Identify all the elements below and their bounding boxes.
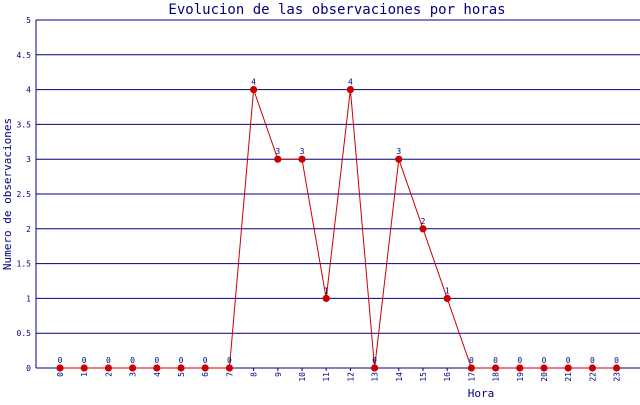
y-tick-label: 1 <box>26 294 31 303</box>
data-label: 0 <box>130 356 135 365</box>
data-label: 3 <box>300 147 305 156</box>
data-point <box>201 364 209 372</box>
data-label: 2 <box>421 217 426 226</box>
x-tick-label: 11 <box>322 372 331 382</box>
y-tick-label: 2 <box>26 225 31 234</box>
data-label: 0 <box>106 356 111 365</box>
x-tick-label: 15 <box>419 372 428 382</box>
data-label: 0 <box>82 356 87 365</box>
x-tick-label: 19 <box>516 372 525 382</box>
x-tick-label: 0 <box>56 372 65 377</box>
x-tick-label: 18 <box>492 372 501 382</box>
x-tick-label: 14 <box>395 372 404 382</box>
data-label: 0 <box>590 356 595 365</box>
y-tick-label: 3.5 <box>17 120 32 129</box>
data-label: 1 <box>324 286 329 295</box>
data-point <box>613 364 621 372</box>
x-tick-label: 3 <box>129 372 138 377</box>
x-tick-label: 21 <box>564 372 573 382</box>
data-point <box>467 364 475 372</box>
series-observaciones: 0 0 0 0 0 0 0 0 4 3 3 1 4 0 3 2 1 0 0 0 0 0 0 0 <box>56 78 621 372</box>
data-point <box>419 225 427 233</box>
y-tick-label: 0.5 <box>17 329 32 338</box>
x-tick-label: 5 <box>177 372 186 377</box>
x-tick-label: 23 <box>613 372 622 382</box>
y-tick-label: 2.5 <box>17 190 32 199</box>
data-point <box>492 364 500 372</box>
data-label: 3 <box>396 147 401 156</box>
data-label: 0 <box>493 356 498 365</box>
series-line <box>60 89 617 369</box>
data-label: 0 <box>517 356 522 365</box>
x-tick-label: 16 <box>443 372 452 382</box>
data-label: 0 <box>227 356 232 365</box>
chart-title: Evolucion de las observaciones por horas <box>168 2 505 18</box>
data-point <box>443 294 451 302</box>
x-tick-label: 8 <box>250 372 259 377</box>
data-point <box>80 364 88 372</box>
data-point <box>177 364 185 372</box>
x-tick-label: 12 <box>346 372 355 382</box>
x-tick-label: 13 <box>371 372 380 382</box>
x-axis-ticks: 0 1 2 3 4 5 6 7 8 9 10 11 12 13 14 15 16 17 18 19 20 21 22 23 <box>56 368 622 382</box>
x-tick-label: 1 <box>80 372 89 377</box>
data-label: 0 <box>154 356 159 365</box>
data-label: 0 <box>542 356 547 365</box>
data-point <box>395 155 403 163</box>
y-axis-label: Numero de observaciones <box>1 118 14 270</box>
data-point <box>346 86 354 94</box>
data-point <box>225 364 233 372</box>
data-label: 0 <box>566 356 571 365</box>
data-label: 0 <box>372 356 377 365</box>
y-tick-label: 0 <box>26 364 31 373</box>
data-point <box>371 364 379 372</box>
data-point <box>322 294 330 302</box>
x-tick-label: 10 <box>298 372 307 382</box>
x-tick-label: 6 <box>201 372 210 377</box>
data-label: 1 <box>445 286 450 295</box>
data-point <box>250 86 258 94</box>
data-label: 0 <box>58 356 63 365</box>
x-tick-label: 4 <box>153 372 162 377</box>
x-tick-label: 20 <box>540 372 549 382</box>
data-label: 3 <box>275 147 280 156</box>
x-tick-label: 22 <box>588 372 597 382</box>
y-tick-label: 4 <box>26 86 31 95</box>
data-point <box>564 364 572 372</box>
x-axis-label: Hora <box>468 387 495 400</box>
data-label: 4 <box>348 78 353 87</box>
data-point <box>540 364 548 372</box>
data-point <box>298 155 306 163</box>
data-label: 0 <box>203 356 208 365</box>
x-tick-label: 7 <box>225 372 234 377</box>
data-label: 0 <box>614 356 619 365</box>
data-point <box>104 364 112 372</box>
y-tick-label: 5 <box>26 16 31 25</box>
data-label: 0 <box>469 356 474 365</box>
data-label: 0 <box>179 356 184 365</box>
y-tick-label: 3 <box>26 155 31 164</box>
data-point <box>588 364 597 372</box>
x-tick-label: 2 <box>104 372 113 377</box>
x-tick-label: 9 <box>274 372 283 377</box>
data-point <box>274 155 282 163</box>
data-point <box>129 364 137 372</box>
data-point <box>516 364 524 372</box>
data-label: 4 <box>251 78 256 87</box>
x-tick-label: 17 <box>467 372 476 382</box>
y-tick-label: 4.5 <box>17 51 32 60</box>
y-tick-label: 1.5 <box>17 260 32 269</box>
data-point <box>153 364 161 372</box>
data-point <box>56 364 64 372</box>
y-axis-ticks: 0 0.5 1 1.5 2 2.5 3 3.5 4 4.5 5 <box>17 16 32 373</box>
